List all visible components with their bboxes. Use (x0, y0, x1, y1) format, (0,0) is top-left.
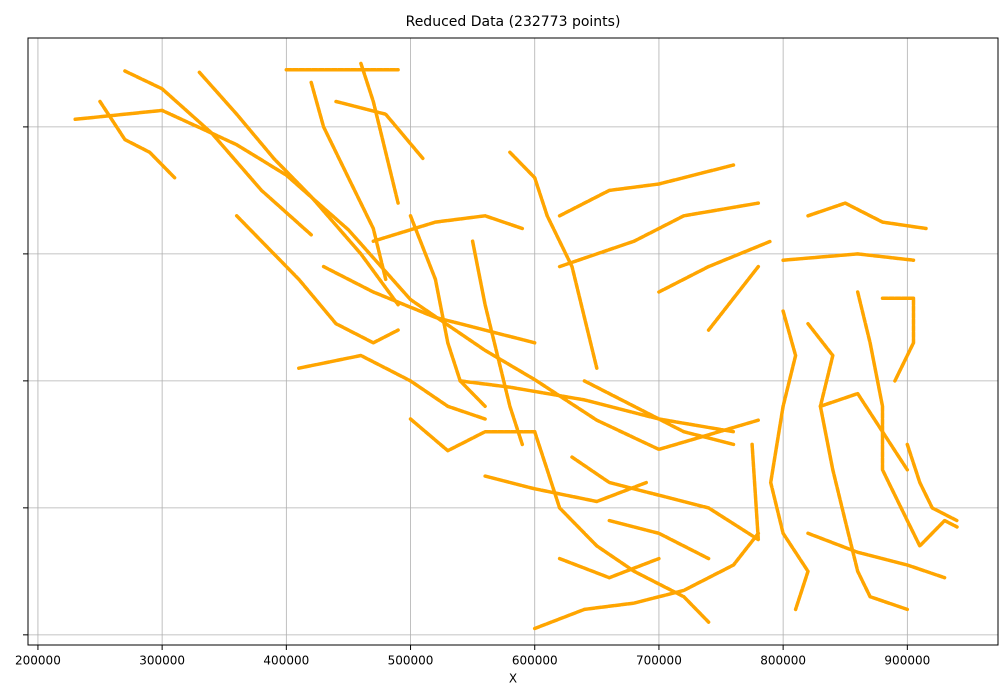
point-trace (359, 61, 400, 205)
point-trace (557, 556, 661, 580)
point-trace (309, 80, 388, 282)
x-tick-label: 500000 (388, 654, 434, 668)
x-tick-label: 800000 (760, 654, 806, 668)
point-trace (371, 214, 525, 243)
point-trace (73, 108, 761, 452)
point-trace (806, 201, 928, 231)
point-trace (781, 252, 916, 262)
point-trace (806, 321, 910, 612)
point-trace (321, 264, 537, 345)
point-trace (470, 239, 525, 447)
point-trace (532, 531, 761, 631)
point-trace (408, 417, 537, 453)
point-trace (408, 214, 487, 409)
point-trace (818, 391, 910, 472)
point-trace (806, 531, 947, 580)
plot-frame (27, 37, 999, 646)
point-trace (557, 201, 761, 269)
point-trace (234, 214, 400, 345)
point-trace (706, 264, 761, 332)
point-trace (508, 150, 599, 370)
point-trace (458, 379, 736, 434)
point-trace (334, 99, 425, 161)
x-tick-label: 700000 (636, 654, 682, 668)
point-trace (98, 99, 177, 180)
chart-title: Reduced Data (232773 points) (406, 14, 621, 30)
x-tick-label: 300000 (139, 654, 185, 668)
x-tick-label: 400000 (263, 654, 309, 668)
x-tick-label: 200000 (15, 654, 61, 668)
point-trace (123, 69, 313, 237)
x-tick-label: 600000 (512, 654, 558, 668)
point-trace (657, 239, 773, 294)
point-trace (768, 309, 810, 612)
point-trace (483, 474, 649, 504)
point-trace (880, 296, 916, 383)
point-trace (557, 163, 736, 218)
x-tick-label: 900000 (884, 654, 930, 668)
point-trace (532, 429, 711, 624)
point-trace (570, 442, 761, 542)
x-axis-label: X (509, 672, 517, 686)
point-trace (905, 442, 959, 523)
point-trace (197, 70, 400, 307)
point-trace (855, 290, 959, 548)
point-trace (297, 353, 487, 421)
point-trace (607, 518, 711, 561)
